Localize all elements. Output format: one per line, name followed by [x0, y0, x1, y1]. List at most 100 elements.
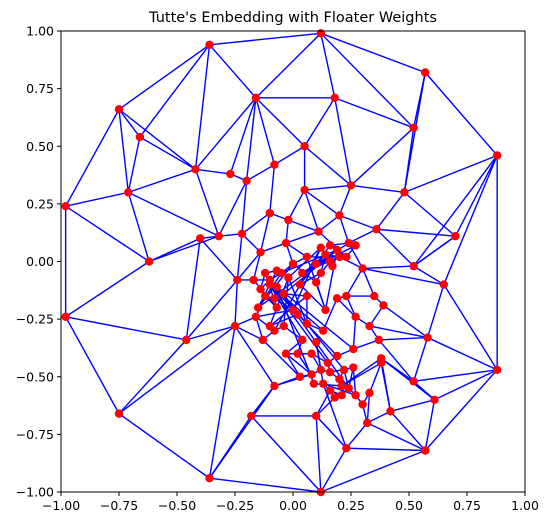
graph-node	[265, 280, 274, 289]
graph-edge	[118, 413, 210, 479]
graph-node	[339, 365, 349, 375]
graph-node	[312, 411, 321, 421]
graph-node	[226, 169, 235, 179]
graph-node	[318, 379, 328, 388]
graph-node	[230, 321, 240, 331]
graph-node	[256, 248, 265, 257]
graph-node	[284, 215, 293, 225]
graph-edge	[366, 422, 426, 452]
graph-edge	[185, 279, 238, 341]
graph-node	[312, 259, 321, 269]
graph-edge	[376, 228, 456, 237]
graph-edge	[304, 189, 340, 216]
graph-edge	[194, 44, 211, 170]
graph-edge	[345, 268, 364, 297]
graph-node	[409, 123, 418, 133]
graph-edge	[118, 109, 129, 193]
graph-edge	[318, 214, 340, 233]
graph-node	[196, 234, 205, 243]
y-tick-label: 0.25	[26, 196, 54, 211]
graph-edge	[352, 316, 357, 350]
graph-edge	[139, 136, 196, 170]
x-tick-label: −0.25	[216, 498, 254, 513]
graph-node	[242, 176, 251, 186]
graph-node	[135, 132, 145, 142]
graph-node	[316, 29, 326, 38]
graph-edge	[348, 228, 377, 244]
graph-edge	[426, 284, 445, 338]
graph-edge	[255, 32, 322, 99]
graph-edge	[269, 277, 290, 327]
graph-edge	[250, 385, 275, 417]
graph-edge	[288, 219, 319, 233]
x-tick-label: 0.00	[279, 498, 307, 513]
graph-edge	[313, 382, 342, 387]
graph-edge	[315, 390, 331, 417]
graph-edge	[375, 191, 405, 230]
graph-edge	[369, 325, 428, 339]
graph-edge	[287, 189, 306, 221]
graph-edge	[403, 127, 415, 193]
graph-edge	[380, 362, 392, 412]
graph-node	[249, 275, 258, 285]
graph-node	[344, 384, 353, 393]
graph-edge	[362, 267, 444, 286]
graph-node	[351, 390, 360, 400]
graph-edge	[65, 316, 187, 341]
graph-edge	[376, 228, 415, 267]
graph-edge	[276, 286, 354, 350]
graph-node	[295, 280, 305, 289]
graph-node	[251, 93, 261, 103]
graph-edge	[234, 325, 276, 387]
graph-edge	[127, 191, 220, 237]
graph-edge	[378, 339, 415, 382]
graph-edge	[412, 337, 429, 382]
graph-edge	[352, 367, 357, 396]
graph-node	[265, 321, 274, 331]
graph-edge	[334, 97, 352, 186]
graph-node	[182, 335, 191, 345]
graph-node	[409, 261, 418, 271]
graph-node	[337, 390, 346, 400]
graph-node	[316, 365, 326, 375]
graph-edge	[304, 145, 352, 186]
graph-node	[349, 363, 358, 372]
x-tick-label: −1.00	[42, 498, 80, 513]
graph-node	[300, 142, 309, 151]
graph-node	[423, 333, 432, 342]
graph-node	[363, 418, 372, 428]
graph-node	[346, 181, 356, 190]
x-tick-label: 1.00	[511, 498, 539, 513]
graph-node	[61, 201, 70, 211]
graph-node	[260, 268, 270, 278]
graph-node	[114, 105, 124, 114]
graph-edge	[250, 415, 322, 493]
y-tick-label: 0.75	[26, 81, 54, 96]
graph-node	[342, 444, 351, 453]
graph-edge	[269, 164, 276, 214]
graph-node	[349, 344, 358, 354]
y-tick-label: −0.50	[16, 369, 54, 384]
graph-edge	[427, 336, 498, 371]
graph-edge	[255, 97, 276, 165]
graph-edge	[245, 97, 257, 181]
graph-node	[325, 257, 335, 266]
graph-node	[321, 250, 330, 259]
graph-node	[265, 208, 274, 218]
graph-node	[124, 188, 133, 197]
graph-node	[144, 257, 154, 266]
graph-node	[279, 289, 288, 298]
x-tick-label: 0.75	[453, 498, 481, 513]
graph-edge	[346, 447, 426, 452]
graph-node	[342, 291, 351, 301]
graph-node	[312, 337, 321, 347]
graph-edge	[186, 325, 236, 341]
graph-node	[342, 252, 351, 262]
graph-edge	[269, 284, 329, 364]
graph-edges	[64, 32, 498, 493]
graph-node	[272, 282, 281, 292]
graph-edge	[208, 385, 276, 479]
graph-edge	[118, 325, 236, 415]
graph-node	[318, 326, 328, 335]
graph-edge	[118, 339, 187, 415]
